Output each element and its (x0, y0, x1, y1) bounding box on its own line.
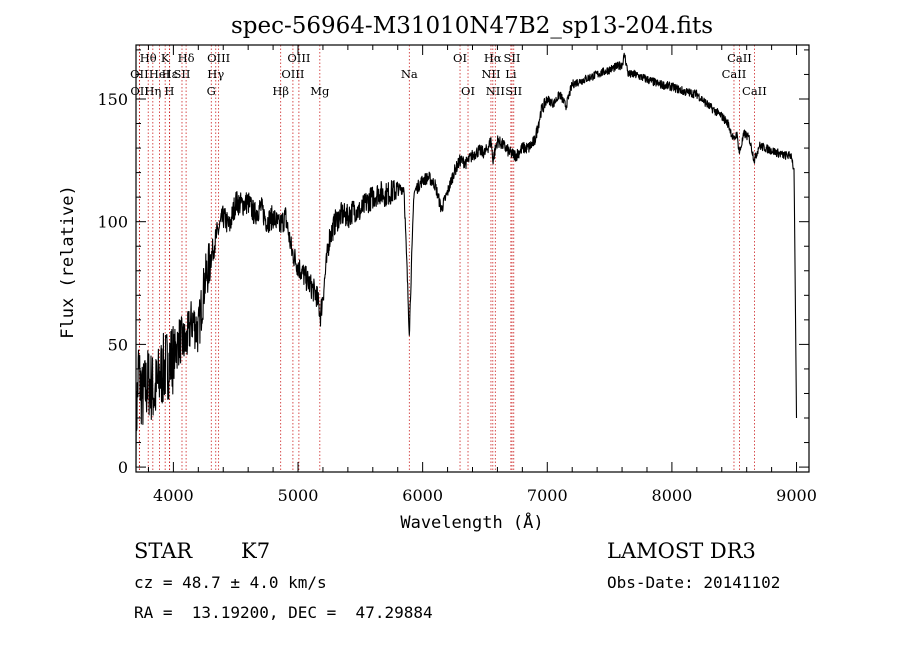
y-axis-label: Flux (relative) (58, 185, 78, 339)
line-label: Hη (144, 84, 161, 98)
x-tick-label: 4000 (153, 486, 194, 505)
line-label: OI (461, 84, 475, 98)
line-label: OII (130, 84, 149, 98)
line-label: SII (505, 84, 522, 98)
line-label: NII (486, 84, 505, 98)
y-tick-label: 50 (108, 335, 128, 354)
line-label: SII (174, 67, 191, 81)
line-label: OIII (281, 67, 304, 81)
plot-frame (135, 44, 810, 473)
line-label: H (164, 84, 174, 98)
y-tick-label: 150 (97, 90, 128, 109)
line-label: OI (453, 51, 467, 65)
y-tick-label: 100 (97, 213, 128, 232)
line-label: OIII (287, 51, 310, 65)
redshift-velocity: cz = 48.7 ± 4.0 km/s (134, 573, 327, 592)
axis-ticks: 4000 5000 6000 7000 8000 9000 0 50 100 150 (97, 45, 817, 505)
line-label: OIII (207, 51, 230, 65)
line-label: Hα (484, 51, 502, 65)
line-label: Mg (310, 84, 330, 98)
line-label: Hε (162, 67, 178, 81)
x-tick-label: 6000 (402, 486, 443, 505)
sky-coordinates: RA = 13.19200, DEC = 47.29884 (134, 603, 433, 622)
line-label: CaII (727, 51, 752, 65)
object-class: STAR (134, 539, 193, 563)
line-label: HeI (149, 67, 170, 81)
line-label: Hγ (207, 67, 224, 81)
line-label: NII (481, 67, 500, 81)
line-label: Hδ (178, 51, 195, 65)
line-label: CaII (742, 84, 767, 98)
line-label: CaII (722, 67, 747, 81)
survey-name: LAMOST DR3 (607, 539, 756, 563)
x-tick-label: 7000 (527, 486, 568, 505)
observation-date: Obs-Date: 20141102 (607, 573, 781, 592)
spectrum-series (135, 52, 798, 468)
chart-title: spec-56964-M31010N47B2_sp13-204.fits (231, 13, 713, 39)
line-label: Hθ (140, 51, 157, 65)
x-tick-label: 9000 (776, 486, 817, 505)
line-label: G (207, 84, 216, 98)
x-tick-label: 8000 (652, 486, 693, 505)
line-label: K (161, 51, 170, 65)
line-label: Li (505, 67, 517, 81)
line-label: SII (504, 51, 521, 65)
y-tick-label: 0 (118, 458, 128, 477)
x-tick-label: 5000 (278, 486, 319, 505)
line-label: Na (401, 67, 418, 81)
object-subclass: K7 (241, 539, 271, 563)
line-markers (138, 45, 755, 472)
x-axis-label: Wavelength (Å) (400, 511, 543, 533)
line-label: Hβ (272, 84, 289, 98)
